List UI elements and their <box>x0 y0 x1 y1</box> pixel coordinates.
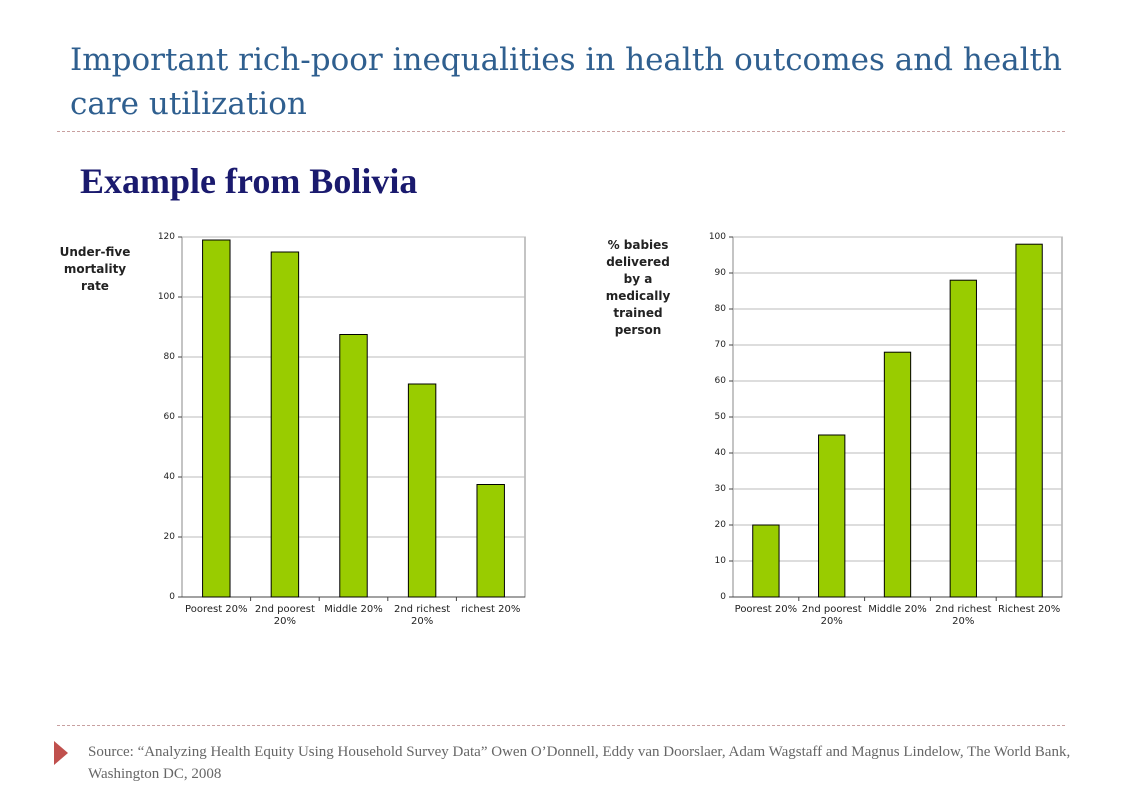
bar <box>752 524 780 598</box>
y-tick-label: 0 <box>720 592 726 602</box>
x-tick-label: 2nd poorest 20% <box>801 604 862 627</box>
divider <box>57 725 1065 726</box>
y-tick-label: 20 <box>163 532 175 542</box>
x-tick-label: Poorest 20% <box>734 604 798 615</box>
y-tick-label: 40 <box>163 472 175 482</box>
x-tick-label: richest 20% <box>460 604 521 615</box>
y-tick-label: 60 <box>714 376 726 386</box>
y-tick-label: 90 <box>714 268 726 278</box>
bar <box>476 484 505 598</box>
source-note: Source: “Analyzing Health Equity Using H… <box>88 744 1071 782</box>
y-tick-label: 70 <box>714 340 726 350</box>
x-tick-label: Richest 20% <box>997 604 1061 615</box>
y-tick-label: 80 <box>163 352 175 362</box>
bar <box>883 351 912 598</box>
y-tick-label: 50 <box>714 412 726 422</box>
y-tick-label: 40 <box>714 448 726 458</box>
x-tick-label: Middle 20% <box>324 604 383 615</box>
bar <box>407 383 437 598</box>
y-tick-label: 120 <box>157 232 175 242</box>
y-tick-label: 60 <box>163 412 175 422</box>
bar <box>1015 243 1043 598</box>
bullet <box>54 741 68 765</box>
y-axis-title: % babies delivered by a medically traine… <box>605 238 671 337</box>
bar <box>339 334 368 598</box>
y-tick-label: 30 <box>714 484 726 494</box>
y-tick-label: 20 <box>714 520 726 530</box>
bar <box>949 279 977 598</box>
bar <box>202 239 231 598</box>
bar <box>818 434 846 598</box>
y-tick-label: 10 <box>714 556 726 566</box>
x-tick-label: 2nd richest 20% <box>935 604 992 627</box>
divider <box>57 131 1065 132</box>
slide-title: Important rich-poor inequalities in heal… <box>70 42 1062 122</box>
y-tick-label: 0 <box>169 592 175 602</box>
y-tick-label: 80 <box>714 304 726 314</box>
y-tick-label: 100 <box>708 232 726 242</box>
x-tick-label: 2nd poorest 20% <box>254 604 315 627</box>
x-tick-label: Middle 20% <box>868 604 927 615</box>
x-tick-label: 2nd richest 20% <box>393 604 451 627</box>
bar <box>270 251 300 598</box>
x-tick-label: Poorest 20% <box>185 604 248 615</box>
y-axis-title: Under-five mortality rate <box>59 245 131 293</box>
y-tick-label: 100 <box>157 292 175 302</box>
slide-subtitle: Example from Bolivia <box>80 161 418 201</box>
